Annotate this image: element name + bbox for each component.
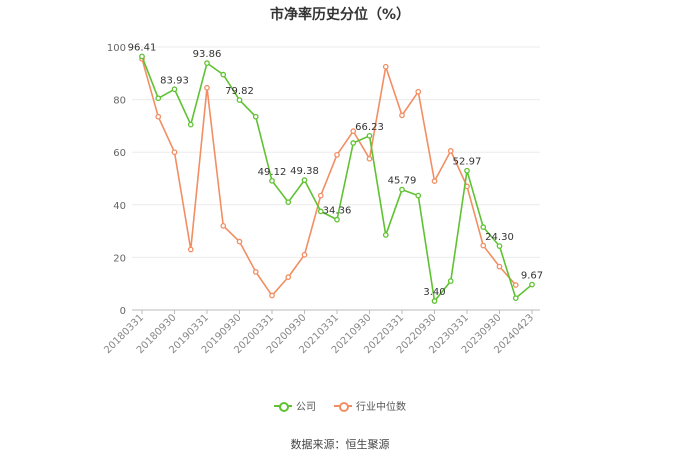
data-label: 9.67 <box>521 271 543 282</box>
industry-point <box>480 242 487 249</box>
y-tick-label: 60 <box>113 148 126 159</box>
y-tick-label: 40 <box>113 201 126 212</box>
industry-point <box>415 88 422 95</box>
company-point <box>317 208 324 215</box>
series-line-industry <box>141 58 517 297</box>
legend-item-industry[interactable]: 行业中位数 <box>334 398 406 413</box>
data-label: 96.41 <box>128 42 157 53</box>
company-point <box>269 177 275 184</box>
data-label: 52.97 <box>453 157 482 168</box>
industry-point <box>301 251 308 258</box>
company-point <box>236 97 243 103</box>
industry-point <box>171 149 178 156</box>
y-tick-label: 80 <box>113 96 126 107</box>
data-label: 3.40 <box>423 287 445 298</box>
company-point <box>187 121 194 128</box>
industry-point <box>447 148 454 154</box>
y-tick-label: 20 <box>113 253 126 264</box>
industry-point <box>155 113 162 120</box>
data-label: 79.82 <box>225 86 254 97</box>
line-chart: 0204060801002018033120180930201903312019… <box>102 42 543 356</box>
industry-point <box>204 84 210 91</box>
data-label: 49.12 <box>258 167 287 178</box>
chart-title: 市净率历史分位（%） <box>269 7 411 23</box>
company-point <box>431 298 438 304</box>
company-point <box>512 295 519 302</box>
company-point <box>350 140 357 146</box>
industry-point <box>252 269 259 275</box>
company-point <box>415 192 422 199</box>
data-label: 93.86 <box>193 49 222 60</box>
legend-label: 行业中位数 <box>356 402 406 413</box>
axes: 0204060801002018033120180930201903312019… <box>102 43 540 356</box>
industry-point <box>382 63 389 70</box>
industry-point <box>334 151 340 158</box>
company-point <box>464 167 470 174</box>
legend-item-company[interactable]: 公司 <box>274 398 316 413</box>
y-tick-label: 100 <box>107 43 126 54</box>
data-source-note: 数据来源：恒生聚源 <box>290 438 390 451</box>
data-label: 34.36 <box>323 206 352 217</box>
company-point <box>480 224 487 231</box>
company-point <box>399 186 405 193</box>
data-label: 83.93 <box>160 75 189 86</box>
industry-point <box>512 282 519 288</box>
industry-point <box>269 292 275 299</box>
industry-point <box>496 263 503 270</box>
company-point <box>220 71 227 78</box>
industry-point <box>285 274 292 280</box>
company-point <box>529 281 535 288</box>
company-point <box>252 113 259 120</box>
industry-point <box>220 222 227 229</box>
company-point <box>171 86 178 93</box>
industry-point <box>187 246 194 253</box>
legend: 公司 行业中位数 <box>0 398 680 413</box>
company-point <box>139 53 145 60</box>
legend-marker-icon <box>274 401 292 412</box>
company-point <box>285 199 292 206</box>
data-label: 49.38 <box>290 166 319 177</box>
company-point <box>301 177 308 183</box>
data-label: 24.30 <box>485 232 514 243</box>
company-point <box>334 216 340 223</box>
industry-point <box>350 128 357 135</box>
industry-point <box>236 238 243 245</box>
y-tick-label: 0 <box>120 306 126 317</box>
company-point <box>155 95 162 102</box>
company-point <box>366 132 373 139</box>
series-lines <box>139 53 535 304</box>
company-point <box>447 278 454 284</box>
industry-point <box>431 178 438 184</box>
legend-label: 公司 <box>296 402 316 413</box>
industry-point <box>399 112 405 119</box>
industry-point <box>317 192 324 199</box>
data-labels: 96.41 83.93 93.86 79.82 49.12 49.38 34.36 66.23… <box>128 42 543 298</box>
company-point <box>204 60 210 66</box>
data-label: 66.23 <box>355 122 384 133</box>
legend-marker-icon <box>334 401 352 412</box>
series-line-company <box>141 56 533 302</box>
company-point <box>382 232 389 238</box>
industry-point <box>366 155 373 162</box>
company-point <box>496 243 503 249</box>
data-label: 45.79 <box>388 176 417 187</box>
